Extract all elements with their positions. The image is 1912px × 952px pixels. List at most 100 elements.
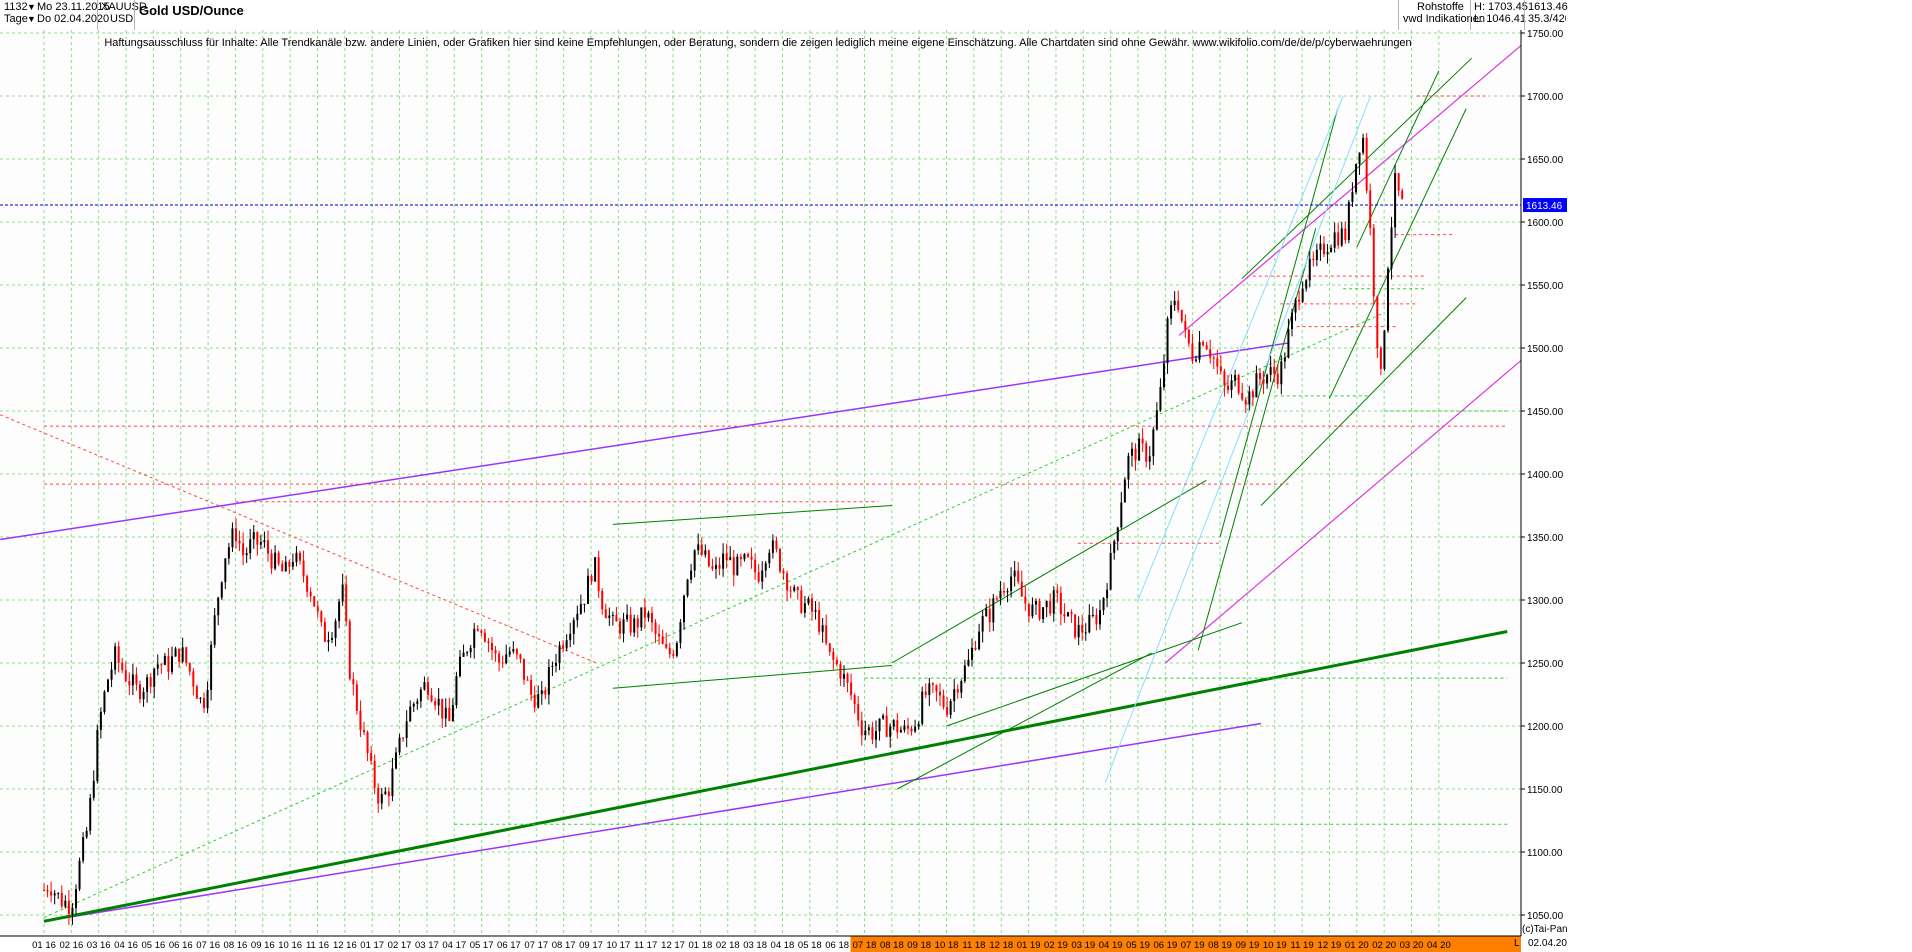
- candle-body: [572, 620, 575, 634]
- candle-body: [295, 552, 298, 562]
- copyright-text: (c)Tai-Pan: [1522, 924, 1568, 935]
- candle-body: [224, 558, 227, 583]
- x-tick-label: 01 16: [32, 940, 56, 951]
- candle-body: [402, 737, 405, 739]
- candle-body: [611, 615, 614, 617]
- candle-body: [121, 662, 124, 671]
- candle-body: [1290, 312, 1293, 330]
- candle-body: [266, 540, 269, 554]
- x-tick-label: 07 19: [1181, 940, 1205, 951]
- candle-body: [245, 553, 248, 556]
- candle-body: [672, 654, 675, 656]
- candle-body: [327, 639, 330, 642]
- symbol: XAUUSD: [101, 1, 147, 13]
- disclaimer-text: Haftungsausschluss für Inhalte: Alle Tre…: [104, 37, 1411, 49]
- candle-body: [1347, 202, 1350, 241]
- candle-body: [412, 703, 415, 707]
- y-tick-label: 1550.00: [1527, 281, 1564, 292]
- candle-body: [323, 622, 326, 642]
- x-tick-label: 11 19: [1291, 940, 1314, 951]
- candle-body: [444, 707, 447, 719]
- x-tick-label: 02 18: [716, 940, 740, 951]
- candle-body: [903, 725, 906, 730]
- candle-body: [1010, 576, 1013, 592]
- candle-body: [711, 566, 714, 569]
- candle-body: [1276, 373, 1279, 385]
- candle-body: [142, 691, 145, 700]
- candle-body: [341, 584, 344, 602]
- candle-body: [1340, 228, 1343, 246]
- candle-body: [839, 664, 842, 679]
- candle-body: [626, 614, 629, 620]
- candle-body: [1362, 137, 1365, 153]
- candle-body: [782, 571, 785, 574]
- x-tick-label: 06 19: [1153, 940, 1177, 951]
- candle-body: [192, 671, 195, 687]
- candle-body: [793, 587, 796, 591]
- x-tick-label: 04 18: [771, 940, 795, 951]
- trend-line: [1178, 45, 1522, 336]
- x-tick-label: 06 17: [497, 940, 521, 951]
- trend-line: [1104, 95, 1371, 783]
- candle-body: [409, 706, 412, 722]
- candle-body: [1020, 581, 1023, 597]
- trend-line: [897, 652, 1152, 790]
- candle-body: [935, 685, 938, 692]
- x-tick-label: 06 16: [169, 940, 193, 951]
- candle-body: [675, 643, 678, 656]
- y-tick-label: 1400.00: [1527, 470, 1564, 481]
- candle-body: [210, 644, 213, 690]
- dropdown-arrow-icon[interactable]: ▼: [27, 2, 36, 12]
- candle-body: [732, 557, 735, 576]
- candle-body: [213, 615, 216, 645]
- candle-body: [1266, 374, 1269, 384]
- candle-body: [722, 553, 725, 569]
- period-arrow-icon[interactable]: ▼: [27, 14, 36, 24]
- candle-body: [725, 553, 728, 561]
- candle-body: [1330, 247, 1333, 252]
- candle-body: [558, 645, 561, 663]
- candle-body: [889, 726, 892, 737]
- candle-body: [636, 618, 639, 628]
- candle-body: [64, 900, 67, 907]
- candle-body: [313, 596, 316, 607]
- candle-body: [138, 684, 141, 700]
- candle-body: [96, 729, 99, 781]
- x-tick-label: 05 16: [142, 940, 166, 951]
- candle-body: [149, 677, 152, 687]
- candle-body: [50, 891, 53, 896]
- candle-body: [1145, 443, 1148, 462]
- candle-body: [1251, 391, 1254, 398]
- candle-body: [736, 556, 739, 576]
- candle-body: [263, 540, 266, 543]
- candle-body: [1273, 366, 1276, 374]
- candle-body: [949, 701, 952, 715]
- candle-body: [1017, 570, 1020, 582]
- trend-line: [1219, 108, 1339, 538]
- candle-body: [1202, 341, 1205, 346]
- candle-body: [970, 647, 973, 660]
- candle-body: [1034, 600, 1037, 605]
- candle-body: [352, 679, 355, 685]
- candle-body: [718, 564, 721, 569]
- candle-body: [380, 793, 383, 804]
- candle-body: [554, 662, 557, 666]
- trend-line: [43, 722, 1262, 923]
- x-tick-label: 09 16: [251, 940, 275, 951]
- x-tick-label: 02 20: [1372, 940, 1396, 951]
- candle-body: [441, 698, 444, 719]
- candle-body: [234, 528, 237, 541]
- candle-body: [1049, 600, 1052, 614]
- candle-body: [110, 669, 113, 680]
- candle-body: [195, 686, 198, 699]
- candle-body: [810, 598, 813, 612]
- candle-body: [128, 681, 131, 686]
- period-label[interactable]: Tage: [4, 13, 28, 25]
- candle-body: [853, 695, 856, 705]
- x-tick-label: 10 18: [935, 940, 959, 951]
- x-tick-label: 05 18: [798, 940, 822, 951]
- candle-body: [850, 682, 853, 696]
- candle-body: [967, 659, 970, 666]
- y-tick-label: 1350.00: [1527, 533, 1564, 544]
